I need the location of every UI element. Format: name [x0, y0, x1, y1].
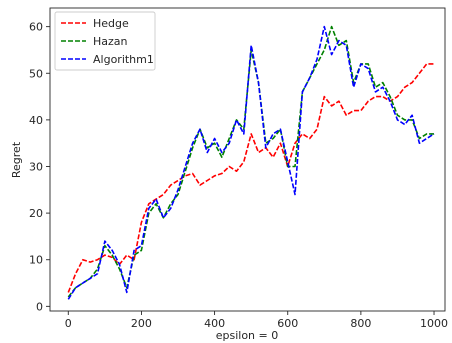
series-line-algorithm1 [67, 25, 435, 300]
y-tick-label: 60 [29, 21, 43, 34]
y-axis: 0 10 20 30 40 50 60 [29, 21, 50, 313]
legend-label-hedge: Hedge [93, 17, 129, 30]
plot-frame [49, 7, 446, 312]
x-tick-label: 600 [277, 317, 298, 330]
x-tick-label: 800 [350, 317, 371, 330]
y-tick-label: 50 [29, 67, 43, 80]
legend-box [54, 11, 156, 71]
y-tick-label: 40 [29, 114, 43, 127]
x-axis-label: epsilon = 0 [216, 329, 279, 342]
x-tick-label: 200 [131, 317, 152, 330]
y-axis-label: Regret [10, 141, 23, 178]
y-tick-label: 10 [29, 254, 43, 267]
series-layer [67, 25, 435, 300]
y-tick-label: 0 [36, 300, 43, 313]
x-tick-label: 400 [204, 317, 225, 330]
legend: Hedge Hazan Algorithm1 [54, 11, 156, 71]
x-axis: 0 200 400 600 800 1000 [65, 311, 448, 330]
legend-label-hazan: Hazan [93, 35, 128, 48]
x-tick-label: 1000 [420, 317, 448, 330]
legend-label-algorithm1: Algorithm1 [93, 53, 154, 66]
y-tick-label: 30 [29, 160, 43, 173]
series-line-hedge [67, 63, 434, 293]
y-tick-label: 20 [29, 207, 43, 220]
x-tick-label: 0 [65, 317, 72, 330]
